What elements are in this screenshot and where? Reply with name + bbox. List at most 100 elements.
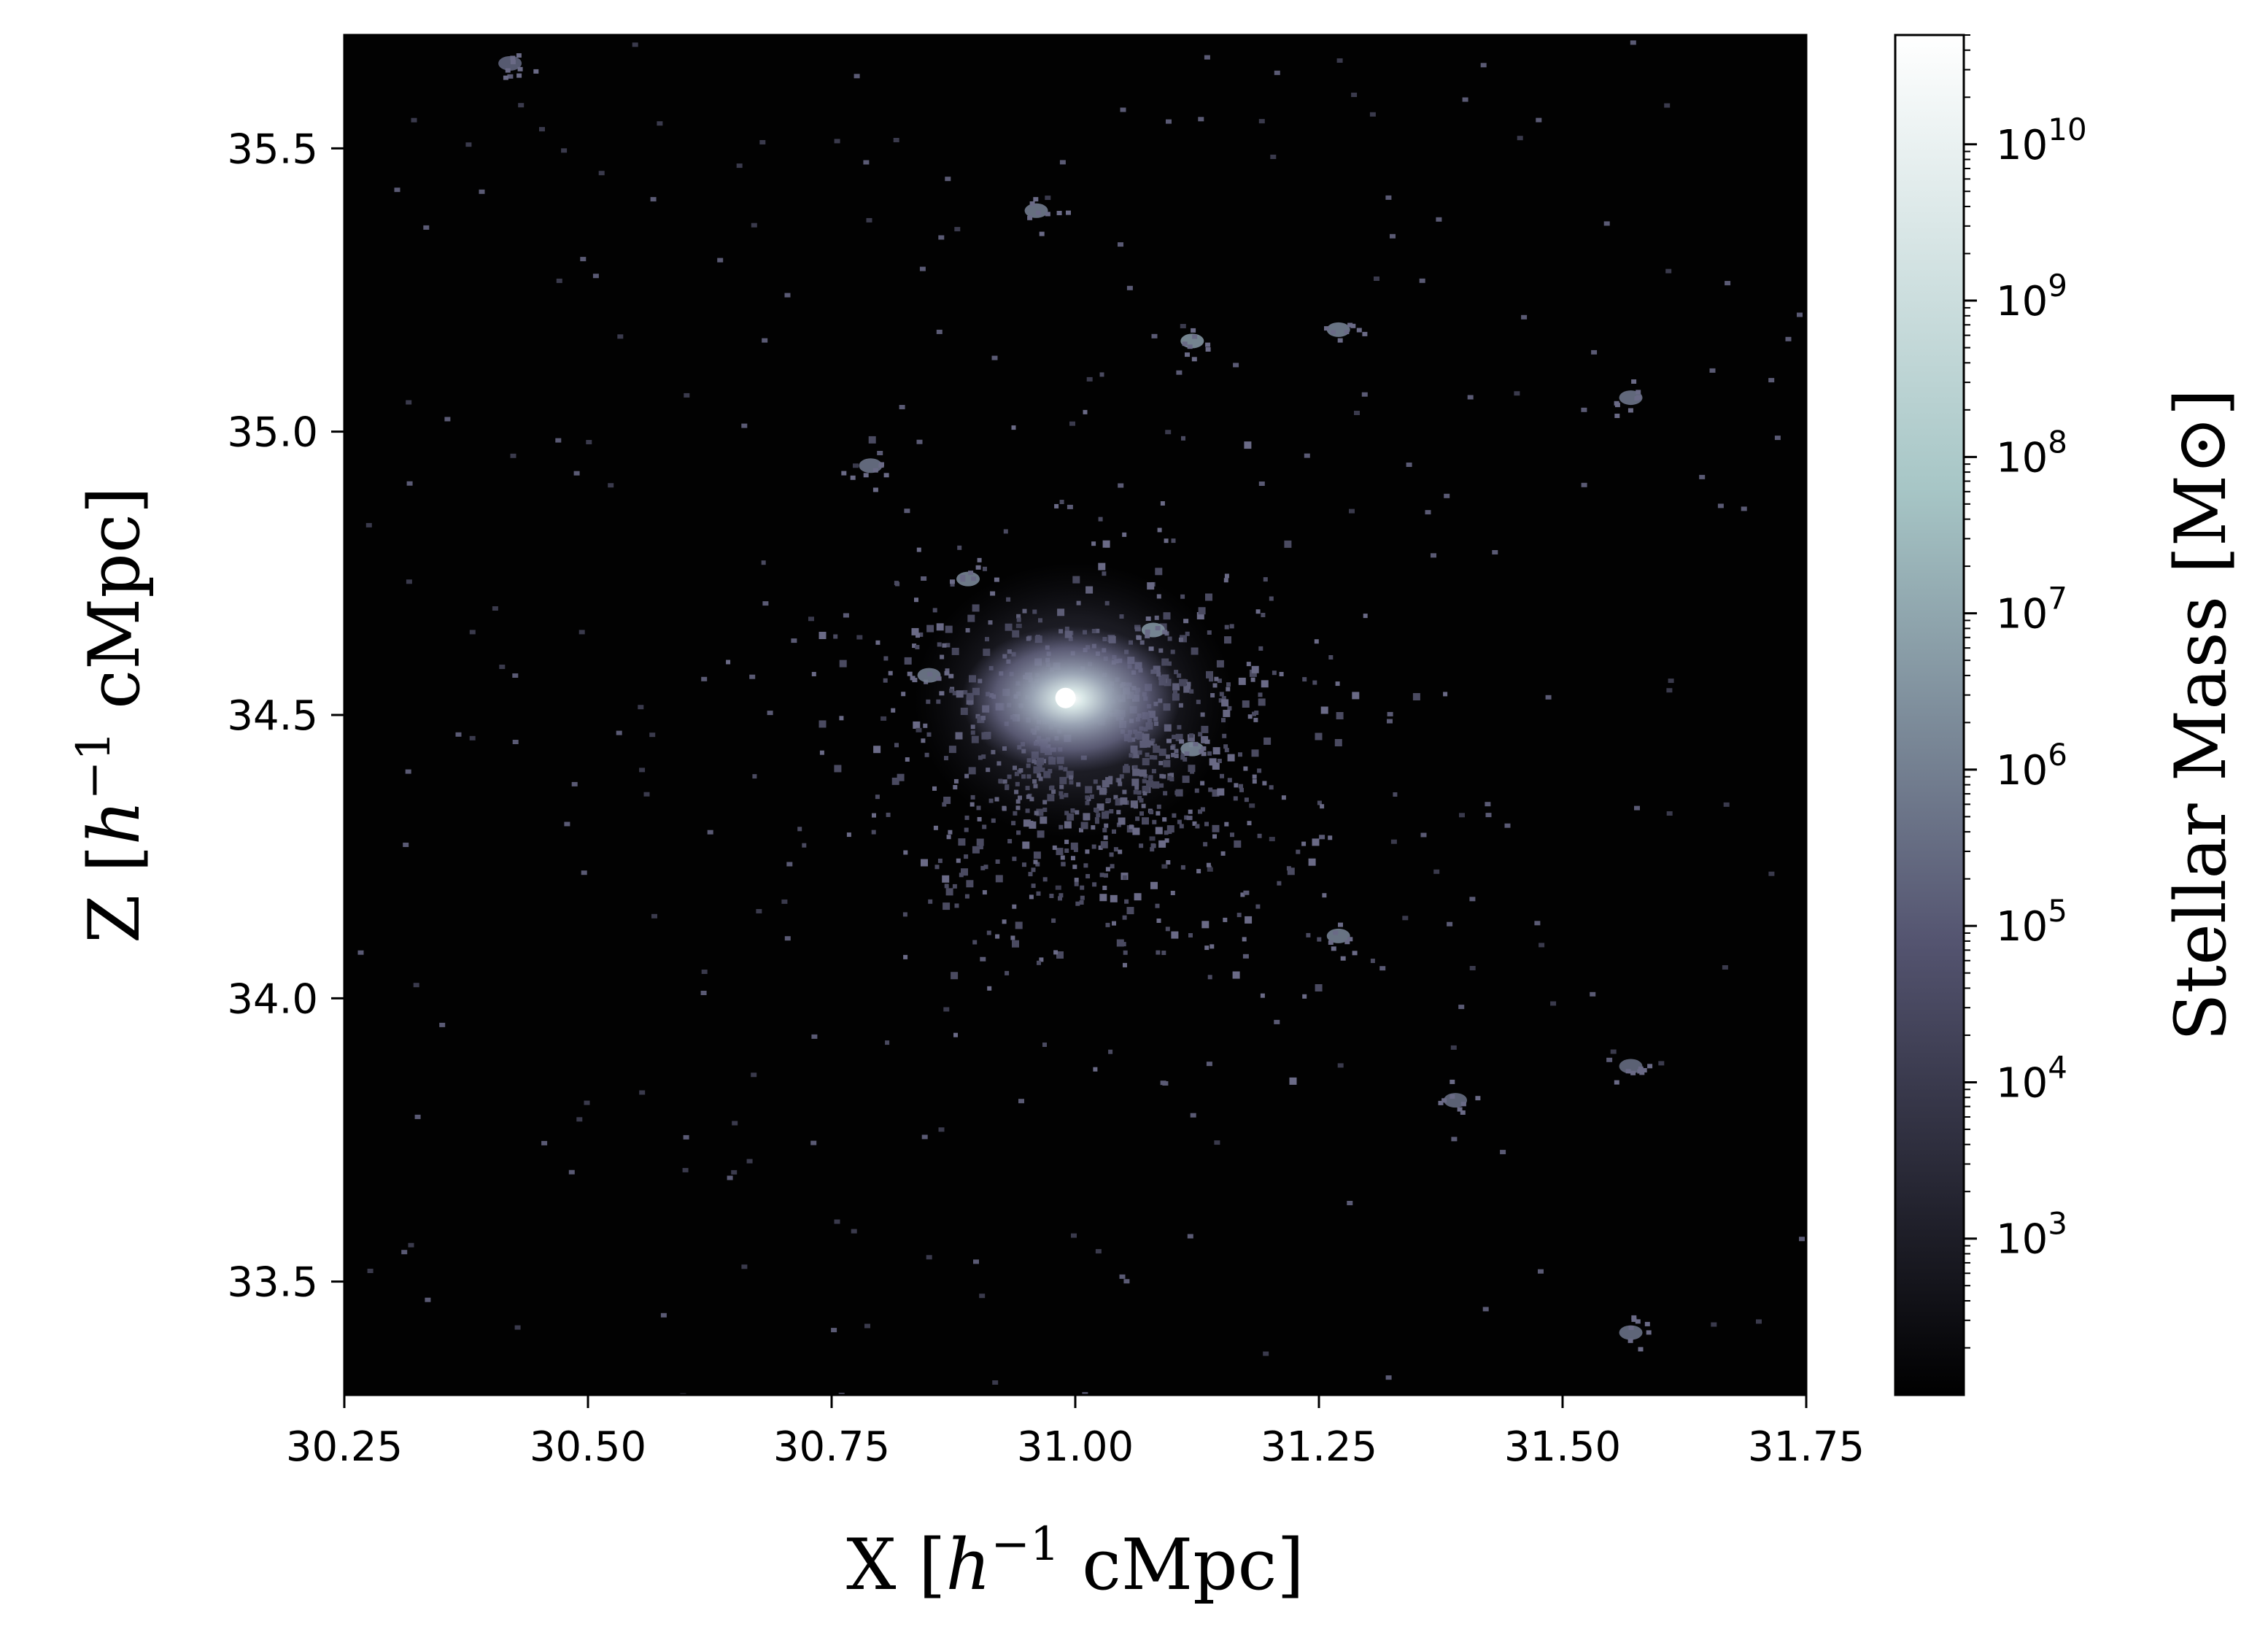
particle bbox=[517, 66, 523, 71]
particle bbox=[541, 1140, 548, 1145]
particle bbox=[1103, 835, 1108, 840]
particle bbox=[731, 1169, 738, 1175]
particle bbox=[1110, 894, 1118, 902]
particle bbox=[1252, 779, 1257, 784]
particle bbox=[1166, 738, 1172, 743]
particle bbox=[986, 930, 991, 935]
particle bbox=[1258, 698, 1266, 706]
particle bbox=[1061, 862, 1066, 867]
y-tick-label: 35.0 bbox=[227, 409, 318, 457]
particle bbox=[1263, 1351, 1269, 1356]
particle bbox=[1069, 421, 1075, 426]
colorbar: 103 104 105 106 107 108 109 1010 Stellar Mass [… bbox=[1894, 34, 2242, 1396]
particle bbox=[1205, 342, 1211, 347]
particle bbox=[1123, 962, 1127, 967]
particle bbox=[1258, 646, 1263, 651]
particle bbox=[1155, 568, 1163, 576]
particle bbox=[1460, 1110, 1466, 1115]
particle bbox=[1080, 885, 1085, 890]
particle bbox=[439, 1022, 446, 1027]
particle bbox=[405, 769, 411, 774]
particle bbox=[510, 55, 516, 61]
particle bbox=[936, 676, 942, 681]
particle bbox=[1123, 950, 1128, 955]
particle bbox=[1160, 501, 1165, 506]
particle bbox=[1070, 842, 1078, 850]
particle bbox=[1450, 1094, 1455, 1099]
particle bbox=[1012, 940, 1019, 948]
particle bbox=[1054, 503, 1059, 509]
particle bbox=[1636, 390, 1641, 395]
particle bbox=[904, 657, 912, 665]
particle bbox=[1631, 1317, 1637, 1322]
particle bbox=[1263, 577, 1268, 582]
particle bbox=[717, 258, 724, 263]
particle bbox=[916, 633, 920, 638]
particle bbox=[1039, 231, 1045, 236]
particle bbox=[960, 577, 966, 582]
particle bbox=[1185, 352, 1190, 357]
particle bbox=[1113, 847, 1118, 852]
particle bbox=[1067, 504, 1073, 509]
particle bbox=[901, 692, 906, 697]
particle bbox=[1504, 823, 1511, 828]
particle bbox=[954, 903, 959, 908]
particle bbox=[950, 582, 955, 587]
particle bbox=[1029, 894, 1034, 900]
particle bbox=[1039, 957, 1044, 962]
particle bbox=[910, 676, 916, 681]
particle bbox=[846, 832, 851, 838]
heatmap-panel: 30.25 30.50 30.75 31.00 31.25 31.50 31.75 33.5… bbox=[227, 34, 1865, 1471]
x-tick-label: 31.75 bbox=[1748, 1423, 1865, 1471]
particle bbox=[918, 632, 924, 637]
particle bbox=[394, 187, 400, 193]
particle bbox=[1628, 408, 1633, 413]
particle bbox=[950, 579, 955, 584]
particle bbox=[1240, 892, 1245, 897]
particle bbox=[1665, 268, 1672, 274]
particle bbox=[904, 509, 910, 514]
particle bbox=[1344, 940, 1350, 945]
particle bbox=[994, 577, 999, 582]
particle bbox=[1092, 882, 1097, 887]
particle bbox=[1658, 1061, 1665, 1066]
particle bbox=[1056, 848, 1064, 856]
particle bbox=[578, 630, 585, 635]
particle bbox=[883, 656, 889, 661]
particle bbox=[1302, 677, 1307, 682]
particle bbox=[944, 670, 950, 676]
particle bbox=[1079, 900, 1084, 905]
particle bbox=[983, 566, 987, 571]
particle bbox=[1251, 749, 1259, 757]
particle bbox=[1223, 578, 1228, 583]
particle bbox=[1324, 326, 1329, 331]
particle bbox=[939, 691, 945, 696]
particle bbox=[921, 576, 927, 581]
particle bbox=[897, 773, 905, 781]
particle bbox=[651, 913, 657, 919]
particle bbox=[1443, 692, 1448, 697]
particle bbox=[1647, 1064, 1653, 1069]
particle bbox=[1287, 867, 1295, 875]
particle bbox=[749, 674, 756, 679]
particle bbox=[1638, 1066, 1644, 1071]
colorbar-tick-label: 107 bbox=[1996, 581, 2067, 638]
particle bbox=[1312, 680, 1317, 685]
particle bbox=[1350, 323, 1356, 328]
particle bbox=[1150, 881, 1158, 889]
particle bbox=[1201, 746, 1207, 751]
particle bbox=[1083, 409, 1088, 414]
particle bbox=[1281, 795, 1286, 800]
particle bbox=[1198, 809, 1202, 814]
particle bbox=[1059, 500, 1064, 504]
particle bbox=[982, 890, 987, 895]
particle bbox=[991, 355, 998, 360]
particle bbox=[1638, 1347, 1644, 1352]
particle bbox=[406, 481, 413, 486]
particle bbox=[1258, 119, 1265, 124]
particle bbox=[875, 794, 880, 800]
particle bbox=[1666, 811, 1673, 816]
particle bbox=[1191, 357, 1197, 362]
particle bbox=[1328, 655, 1334, 660]
particle bbox=[1056, 951, 1064, 959]
